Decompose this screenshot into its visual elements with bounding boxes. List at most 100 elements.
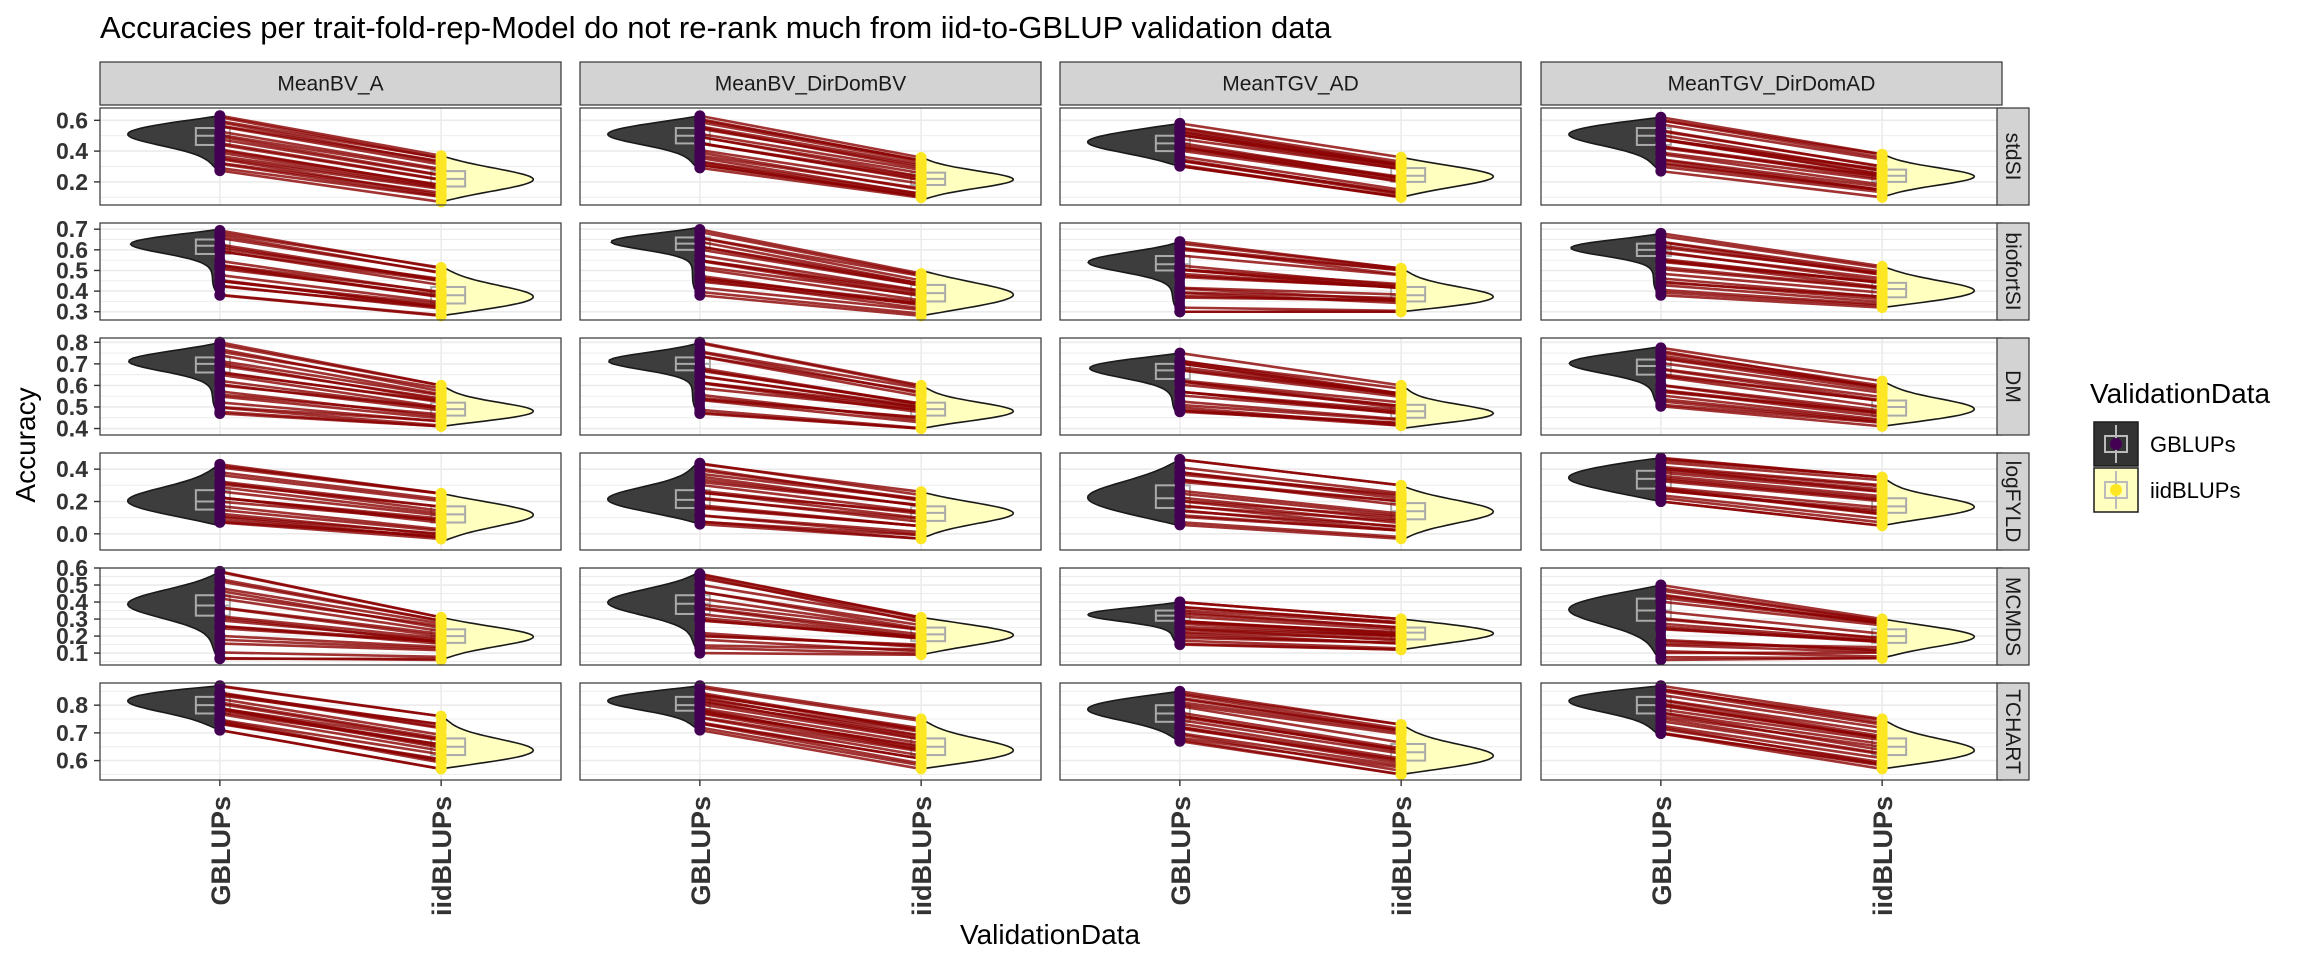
y-tick-label-dm: 0.5 bbox=[56, 394, 88, 420]
paired-line bbox=[219, 130, 442, 171]
y-tick-label-logfyld: 0.4 bbox=[56, 456, 88, 482]
point-stack-iidblups bbox=[1877, 154, 1888, 198]
point-stack-gblups bbox=[214, 685, 225, 731]
y-tick-label-mcmds: 0.2 bbox=[56, 623, 88, 649]
paired-line bbox=[219, 293, 442, 318]
paired-line bbox=[1660, 587, 1883, 623]
paired-line bbox=[219, 259, 442, 295]
paired-line bbox=[1660, 145, 1883, 180]
point-stack-iidblups bbox=[436, 617, 447, 660]
legend-label-iidblups: iidBLUPs bbox=[2150, 478, 2240, 503]
x-axis-title: ValidationData bbox=[960, 919, 1140, 950]
paired-line bbox=[219, 463, 442, 495]
paired-line bbox=[1660, 711, 1883, 746]
paired-line bbox=[1179, 466, 1402, 495]
y-tick-label-stdsi: 0.4 bbox=[56, 138, 88, 164]
paired-line bbox=[699, 462, 922, 497]
paired-line bbox=[699, 393, 922, 422]
paired-line bbox=[219, 589, 442, 630]
paired-line bbox=[699, 135, 922, 178]
point-stack-iidblups bbox=[1877, 477, 1888, 526]
y-tick-label-mcmds: 0.5 bbox=[56, 572, 88, 598]
paired-line bbox=[1660, 152, 1883, 186]
paired-line bbox=[1179, 619, 1402, 637]
paired-line bbox=[219, 156, 442, 191]
y-tick-label-mcmds: 0.3 bbox=[56, 606, 88, 632]
paired-line bbox=[219, 586, 442, 625]
panel-border bbox=[579, 682, 1042, 781]
paired-line bbox=[219, 243, 442, 282]
paired-line bbox=[699, 141, 922, 182]
panel-border bbox=[579, 222, 1042, 321]
paired-line bbox=[1660, 583, 1883, 621]
paired-line bbox=[699, 259, 922, 298]
paired-line bbox=[219, 125, 442, 166]
paired-line bbox=[1179, 155, 1402, 192]
panel-border bbox=[579, 107, 1042, 206]
paired-line bbox=[219, 496, 442, 524]
paired-line bbox=[699, 721, 922, 761]
paired-line bbox=[699, 230, 922, 277]
paired-line bbox=[1660, 693, 1883, 730]
point-stack-gblups bbox=[1174, 353, 1185, 416]
point-stack-gblups bbox=[1655, 117, 1666, 172]
paired-line bbox=[1179, 406, 1402, 427]
paired-line bbox=[699, 575, 922, 624]
boxplot-iidblups bbox=[1871, 399, 1908, 417]
y-tick-label-tchart: 0.6 bbox=[56, 748, 88, 774]
point-stack-iidblups bbox=[916, 385, 927, 429]
paired-line bbox=[699, 503, 922, 528]
paired-line bbox=[1660, 129, 1883, 169]
point-stack-iidblups bbox=[916, 719, 927, 769]
paired-line bbox=[699, 156, 922, 196]
y-tick-label-stdsi: 0.6 bbox=[56, 107, 88, 133]
paired-line bbox=[699, 253, 922, 292]
paired-line bbox=[699, 381, 922, 414]
paired-line bbox=[219, 485, 442, 515]
paired-line bbox=[699, 597, 922, 632]
facet-strip-meanbv-a bbox=[99, 61, 562, 106]
point-stack-iidblups bbox=[916, 157, 927, 201]
paired-line bbox=[219, 481, 442, 513]
paired-line bbox=[219, 473, 442, 503]
y-tick-label-tchart: 0.7 bbox=[56, 720, 88, 746]
row-strip-biofortsi bbox=[1996, 222, 2030, 321]
facet-strip-meantgv-ad bbox=[1059, 61, 1522, 106]
violin-gblups bbox=[1568, 345, 1662, 408]
panel-meantgv-ad-biofortsi bbox=[1059, 222, 1522, 321]
paired-line bbox=[219, 616, 442, 643]
paired-line bbox=[1660, 288, 1883, 306]
paired-line bbox=[1660, 265, 1883, 290]
panel-meantgv-dirdomad-biofortsi bbox=[1540, 222, 2003, 321]
paired-line bbox=[699, 631, 922, 649]
paired-line bbox=[699, 117, 922, 162]
y-tick-label-biofortsi: 0.5 bbox=[56, 257, 88, 283]
paired-line bbox=[1179, 496, 1402, 522]
panel-border bbox=[579, 452, 1042, 551]
paired-line bbox=[1179, 704, 1402, 744]
paired-line bbox=[1179, 130, 1402, 169]
paired-line bbox=[699, 686, 922, 723]
point-stack-gblups bbox=[1655, 685, 1666, 736]
paired-line bbox=[1660, 151, 1883, 182]
point-stack-gblups bbox=[214, 464, 225, 526]
panel-meanbv-a-logfyld bbox=[99, 452, 562, 551]
paired-line bbox=[1179, 718, 1402, 755]
paired-line bbox=[219, 521, 442, 541]
point-stack-gblups bbox=[214, 229, 225, 296]
point-stack-gblups bbox=[1655, 457, 1666, 502]
paired-line bbox=[1179, 627, 1402, 642]
paired-line bbox=[219, 614, 442, 640]
paired-line bbox=[699, 120, 922, 163]
point-stack-gblups bbox=[1174, 459, 1185, 526]
paired-line bbox=[1179, 362, 1402, 397]
panel-meanbv-a-tchart bbox=[99, 680, 562, 781]
paired-line bbox=[1660, 456, 1883, 479]
violin-gblups bbox=[1087, 600, 1183, 646]
point-stack-iidblups bbox=[436, 266, 447, 316]
paired-line bbox=[1660, 655, 1883, 660]
y-tick-label-biofortsi: 0.3 bbox=[56, 299, 88, 325]
paired-line bbox=[219, 712, 442, 753]
facet-label-meantgv-dirdomad: MeanTGV_DirDomAD bbox=[1668, 73, 1876, 96]
